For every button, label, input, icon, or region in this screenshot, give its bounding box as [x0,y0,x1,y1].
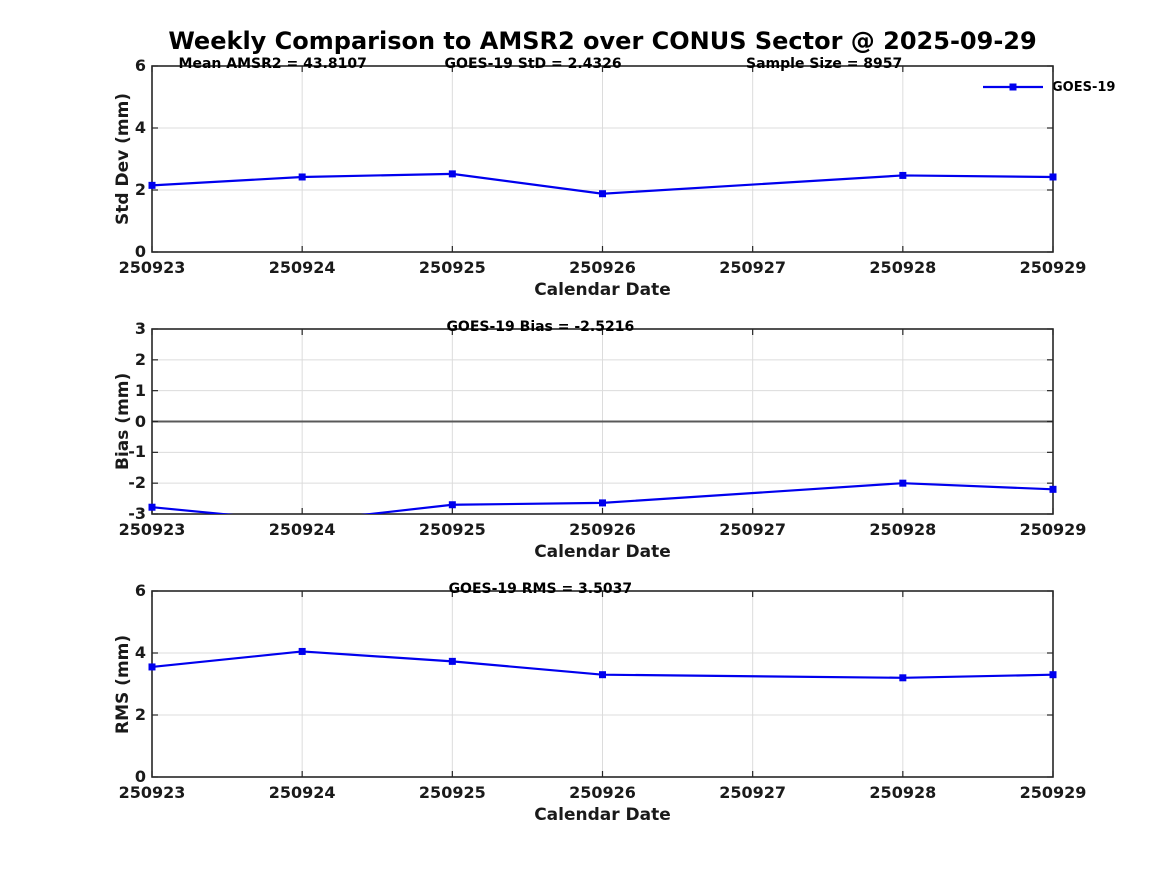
y-tick-label: 1 [134,380,146,400]
panel-annotation: GOES-19 Bias = -2.5216 [446,319,635,335]
x-tick-label: 250928 [869,783,937,802]
x-tick-label: 250923 [118,783,186,802]
legend-label: GOES-19 [1052,79,1116,95]
std-dev-data-line [151,172,1054,195]
x-tick-label: 250923 [118,520,186,539]
x-tick-label: 250926 [569,520,636,539]
x-tick-label: 250924 [268,258,336,277]
std-dev-plot-svg [148,65,1057,253]
y-tick-label: 0 [134,767,146,786]
data-point-marker [148,181,156,189]
x-tick-label: 250928 [869,258,937,277]
y-axis-label: RMS (mm) [113,634,133,734]
bias-data-line [151,482,1054,514]
data-point-marker [448,501,456,509]
x-tick-label: 250923 [118,258,186,277]
data-point-marker [1049,173,1057,181]
x-tick-label: 250927 [719,520,787,539]
x-tick-label: 250925 [418,783,486,802]
y-tick-label: 4 [134,118,146,137]
x-tick-label: 250925 [418,258,486,277]
x-axis-label: Calendar Date [534,280,671,300]
data-point-marker [599,190,606,198]
panel-annotation: GOES-19 StD = 2.4326 [444,56,622,72]
x-tick-label: 250928 [869,520,937,539]
data-point-marker [1049,485,1057,493]
y-tick-label: -1 [128,442,146,462]
y-tick-label: 0 [134,242,146,261]
y-axis-label: Bias (mm) [113,372,133,471]
y-axis-label: Std Dev (mm) [113,92,133,226]
y-tick-label: 0 [134,411,146,431]
data-point-marker [448,170,456,178]
figure-title: Weekly Comparison to AMSR2 over CONUS Se… [168,27,1037,55]
y-tick-label: -2 [128,473,146,493]
data-point-marker [448,657,456,665]
data-point-marker [148,663,156,671]
data-point-marker [148,503,156,511]
x-tick-label: 250927 [719,783,787,802]
y-tick-label: 3 [134,319,146,338]
legend: GOES-19 [982,79,1115,95]
data-point-marker [899,479,907,487]
rms-data-line [151,650,1054,679]
data-point-marker [1049,671,1057,679]
data-point-marker [599,499,606,507]
panel-annotation: Sample Size = 8957 [746,56,903,72]
y-tick-label: 6 [134,581,146,600]
x-tick-label: 250926 [569,783,636,802]
y-tick-label: 2 [134,349,146,369]
x-tick-label: 250926 [569,258,636,277]
x-axis-label: Calendar Date [534,805,671,825]
x-tick-label: 250925 [418,520,486,539]
y-tick-label: 6 [134,56,146,75]
y-tick-label: 2 [134,705,146,724]
y-tick-label: 4 [134,643,146,662]
data-point-marker [298,647,306,655]
panel-annotation: Mean AMSR2 = 43.8107 [178,56,367,72]
data-point-marker [899,171,907,179]
y-tick-label: -3 [128,504,146,523]
bias-plot-svg [148,328,1057,515]
panel-annotation: GOES-19 RMS = 3.5037 [448,581,633,597]
x-tick-label: 250927 [719,258,787,277]
x-tick-label: 250929 [1019,783,1087,802]
data-point-marker [298,173,306,181]
x-tick-label: 250929 [1019,520,1087,539]
legend-line-sample-icon [983,83,1043,91]
x-tick-label: 250929 [1019,258,1087,277]
x-tick-label: 250924 [268,520,336,539]
y-tick-label: 2 [134,180,146,199]
data-point-marker [599,671,606,679]
x-axis-label: Calendar Date [534,542,671,562]
x-tick-label: 250924 [268,783,336,802]
rms-plot-svg [148,590,1057,778]
data-point-marker [899,674,907,682]
